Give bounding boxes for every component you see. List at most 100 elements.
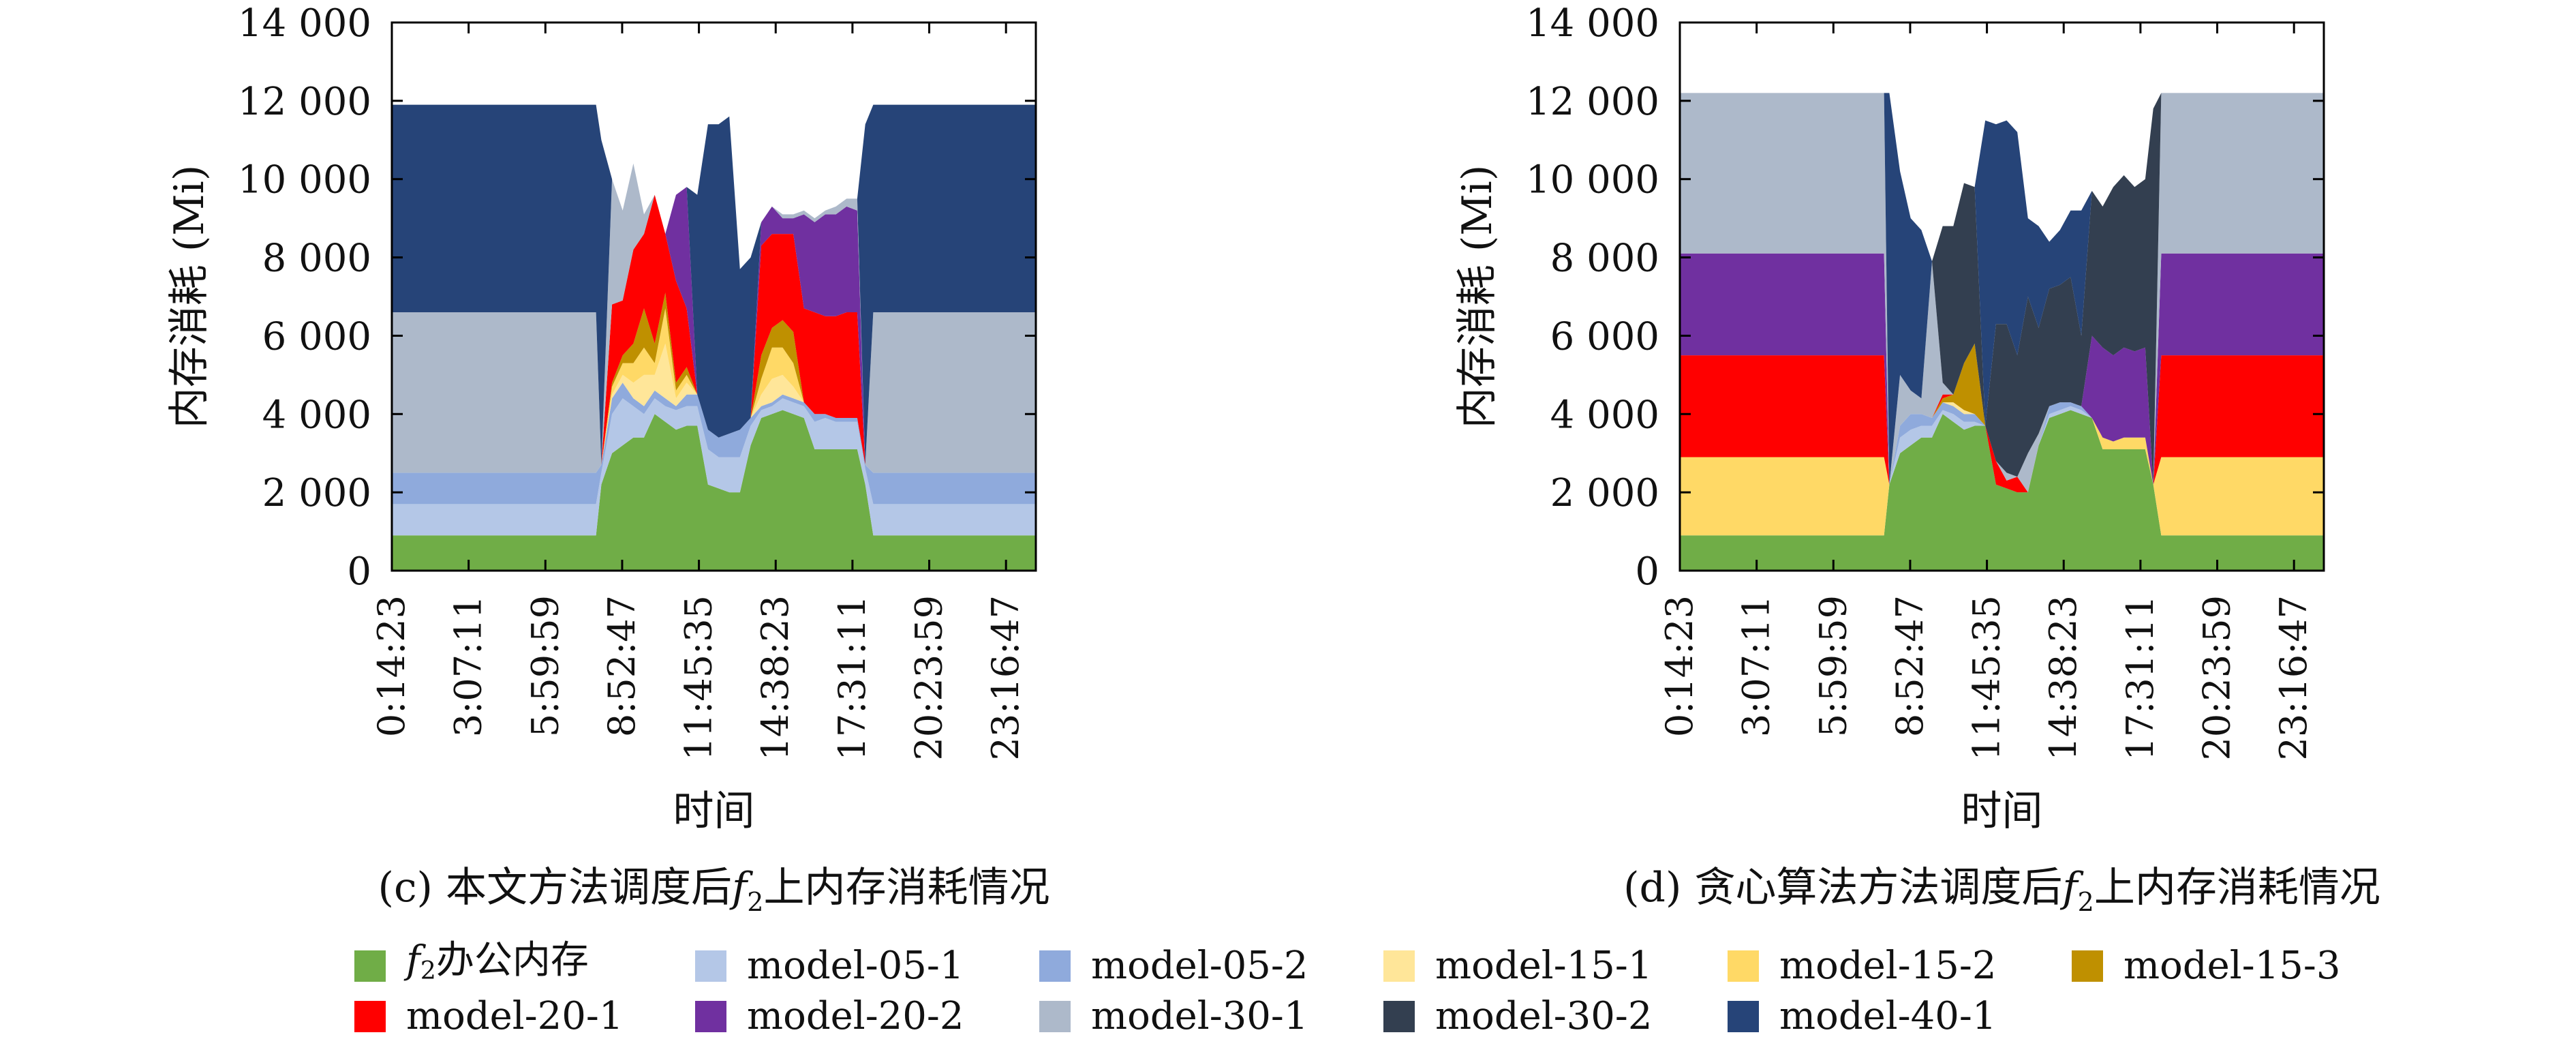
x-tick-label: 20:23:59 bbox=[2196, 595, 2239, 761]
legend-label-f: f bbox=[406, 938, 420, 983]
area-series-office bbox=[1680, 410, 2324, 571]
legend-swatch bbox=[1383, 950, 1415, 982]
legend-label: model-05-1 bbox=[747, 944, 964, 988]
x-tick-label: 5:59:59 bbox=[1811, 595, 1854, 737]
x-tick-label: 8:52:47 bbox=[600, 595, 643, 737]
x-tick-label: 5:59:59 bbox=[523, 595, 566, 737]
y-tick-label: 10 000 bbox=[238, 158, 371, 202]
x-tick-label: 23:16:47 bbox=[2272, 595, 2315, 761]
y-tick-label: 10 000 bbox=[1526, 158, 1659, 202]
legend-item-model-05-1: model-05-1 bbox=[695, 944, 964, 988]
y-tick-label: 4 000 bbox=[1550, 393, 1659, 437]
legend-label: model-20-1 bbox=[406, 994, 624, 1038]
y-tick-label: 6 000 bbox=[262, 314, 371, 359]
y-tick-label: 12 000 bbox=[1526, 80, 1659, 124]
chart-caption: (d) 贪心算法方法调度后f2上内存消耗情况 bbox=[1623, 864, 2380, 917]
area-series-model-30-1 bbox=[1680, 93, 2324, 493]
area-series-model-30-1 bbox=[392, 163, 1036, 473]
x-tick-label: 8:52:47 bbox=[1888, 595, 1931, 737]
y-tick-label: 0 bbox=[347, 550, 371, 594]
legend-item-model-15-2: model-15-2 bbox=[1728, 944, 1996, 988]
legend-label: model-20-2 bbox=[747, 994, 964, 1038]
legend-label: f2办公内存 bbox=[406, 939, 589, 993]
y-tick-label: 8 000 bbox=[262, 237, 371, 281]
area-layers bbox=[1680, 93, 2324, 571]
caption-prefix: (d) 贪心算法方法调度后 bbox=[1623, 864, 2062, 912]
legend-swatch bbox=[354, 1001, 386, 1032]
legend-item-model-20-2: model-20-2 bbox=[695, 995, 964, 1038]
x-tick-label: 3:07:11 bbox=[447, 595, 490, 737]
x-axis-label: 时间 bbox=[673, 787, 755, 835]
x-tick-label: 14:38:23 bbox=[2042, 595, 2085, 761]
y-tick-label: 14 000 bbox=[238, 1, 371, 46]
area-series-model-20-2 bbox=[1680, 253, 2324, 493]
area-series-model-05-2 bbox=[392, 382, 1036, 505]
caption-subscript: 2 bbox=[2078, 887, 2094, 917]
legend-swatch bbox=[2072, 950, 2103, 982]
legend-item-model-15-3: model-15-3 bbox=[2072, 944, 2340, 988]
legend-label-subscript: 2 bbox=[420, 956, 436, 986]
area-series-model-05-1 bbox=[392, 398, 1036, 536]
x-tick-label: 20:23:59 bbox=[908, 595, 951, 761]
area-series-model-30-2 bbox=[1680, 93, 2324, 485]
y-tick-label: 0 bbox=[1635, 550, 1659, 594]
legend: f2办公内存 model-05-1 model-05-2 model-15-1 mode… bbox=[354, 939, 2535, 1047]
legend-label: model-40-1 bbox=[1779, 994, 1997, 1038]
area-series-model-40-1 bbox=[392, 104, 1036, 465]
area-series-model-20-1 bbox=[1680, 343, 2324, 493]
legend-label: model-15-2 bbox=[1779, 944, 1997, 988]
legend-item-model-30-1: model-30-1 bbox=[1039, 995, 1308, 1038]
chart-caption: (c) 本文方法调度后f2上内存消耗情况 bbox=[378, 864, 1050, 917]
y-tick-label: 6 000 bbox=[1550, 314, 1659, 359]
y-axis-label: 内存消耗 (Mi) bbox=[1454, 165, 1501, 429]
legend-swatch bbox=[1728, 1001, 1759, 1032]
caption-subscript: 2 bbox=[747, 887, 763, 917]
y-tick-label: 8 000 bbox=[1550, 237, 1659, 281]
y-tick-label: 4 000 bbox=[262, 393, 371, 437]
x-tick-label: 11:45:35 bbox=[1965, 595, 2008, 761]
y-tick-label: 12 000 bbox=[238, 80, 371, 124]
area-series-office bbox=[392, 410, 1036, 571]
x-tick-label: 17:31:11 bbox=[831, 595, 874, 761]
legend-item-model-15-1: model-15-1 bbox=[1383, 944, 1652, 988]
caption-suffix: 上内存消耗情况 bbox=[763, 864, 1049, 912]
y-tick-label: 2 000 bbox=[262, 471, 371, 515]
chart-panel-c: 0 2 000 4 000 6 000 8 000 10 000 12 000 14 000 0… bbox=[166, 1, 1050, 917]
x-tick-label: 3:07:11 bbox=[1735, 595, 1778, 737]
y-tick-label: 2 000 bbox=[1550, 471, 1659, 515]
x-tick-label: 17:31:11 bbox=[2119, 595, 2162, 761]
area-layers bbox=[392, 104, 1036, 571]
plot-frame bbox=[390, 21, 1037, 572]
y-axis-label: 内存消耗 (Mi) bbox=[166, 165, 213, 429]
legend-item-model-40-1: model-40-1 bbox=[1728, 995, 1996, 1038]
legend-swatch bbox=[1039, 950, 1071, 982]
x-tick-label: 0:14:23 bbox=[370, 595, 413, 737]
legend-swatch bbox=[1383, 1001, 1415, 1032]
area-series-model-15-2 bbox=[1680, 402, 2324, 536]
legend-item-model-30-2: model-30-2 bbox=[1383, 995, 1652, 1038]
legend-swatch bbox=[354, 950, 386, 982]
legend-label: model-15-1 bbox=[1435, 944, 1653, 988]
y-tick-label: 14 000 bbox=[1526, 1, 1659, 46]
x-axis-label: 时间 bbox=[1961, 787, 2043, 835]
plot-frame bbox=[1678, 21, 2325, 572]
legend-item-model-20-1: model-20-1 bbox=[354, 995, 623, 1038]
legend-swatch bbox=[695, 1001, 726, 1032]
caption-suffix: 上内存消耗情况 bbox=[2094, 864, 2380, 912]
legend-swatch bbox=[695, 950, 726, 982]
legend-label: model-30-2 bbox=[1435, 994, 1653, 1038]
chart-panel-d: 0 2 000 4 000 6 000 8 000 10 000 12 000 14 000 0… bbox=[1454, 1, 2380, 917]
legend-swatch bbox=[1039, 1001, 1071, 1032]
caption-prefix: (c) 本文方法调度后 bbox=[378, 864, 733, 912]
legend-label: model-30-1 bbox=[1091, 994, 1308, 1038]
legend-swatch bbox=[1728, 950, 1759, 982]
x-tick-label: 11:45:35 bbox=[677, 595, 720, 761]
legend-item-model-05-2: model-05-2 bbox=[1039, 944, 1308, 988]
legend-item-office: f2办公内存 bbox=[354, 939, 589, 988]
x-tick-label: 23:16:47 bbox=[984, 595, 1027, 761]
legend-label-suffix: 办公内存 bbox=[435, 938, 589, 983]
x-tick-label: 14:38:23 bbox=[754, 595, 797, 761]
x-tick-label: 0:14:23 bbox=[1658, 595, 1701, 737]
legend-label: model-05-2 bbox=[1091, 944, 1308, 988]
legend-label: model-15-3 bbox=[2123, 944, 2341, 988]
